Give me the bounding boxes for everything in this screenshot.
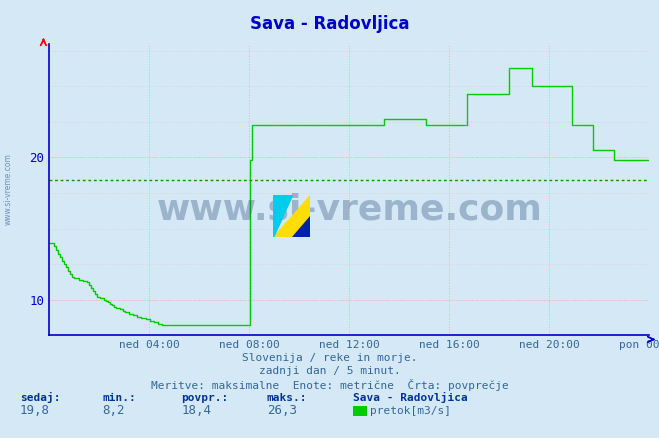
Text: Slovenija / reke in morje.: Slovenija / reke in morje.	[242, 353, 417, 363]
Polygon shape	[291, 215, 310, 237]
Text: Sava - Radovljica: Sava - Radovljica	[353, 392, 467, 403]
Text: povpr.:: povpr.:	[181, 393, 229, 403]
Text: sedaj:: sedaj:	[20, 392, 60, 403]
Text: min.:: min.:	[102, 393, 136, 403]
Text: 26,3: 26,3	[267, 404, 297, 417]
Text: zadnji dan / 5 minut.: zadnji dan / 5 minut.	[258, 366, 401, 376]
Text: Meritve: maksimalne  Enote: metrične  Črta: povprečje: Meritve: maksimalne Enote: metrične Črta…	[151, 379, 508, 391]
Text: Sava - Radovljica: Sava - Radovljica	[250, 15, 409, 33]
Polygon shape	[273, 195, 310, 237]
Text: pretok[m3/s]: pretok[m3/s]	[370, 406, 451, 416]
Text: 18,4: 18,4	[181, 404, 212, 417]
Text: www.si-vreme.com: www.si-vreme.com	[4, 153, 13, 226]
Text: 19,8: 19,8	[20, 404, 50, 417]
Text: 8,2: 8,2	[102, 404, 125, 417]
Text: www.si-vreme.com: www.si-vreme.com	[156, 193, 542, 227]
Polygon shape	[273, 195, 291, 237]
Text: maks.:: maks.:	[267, 393, 307, 403]
